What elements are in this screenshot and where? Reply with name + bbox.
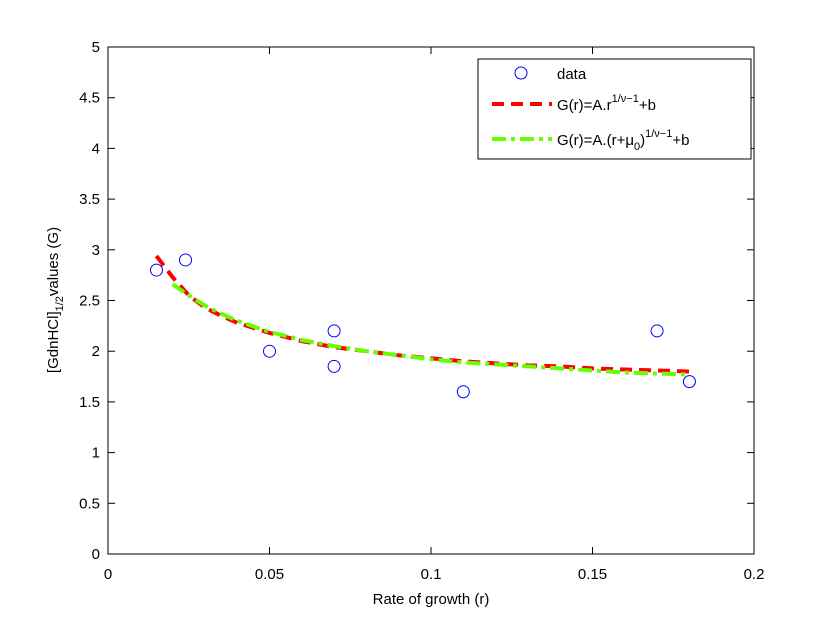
y-tick-label: 1: [92, 445, 100, 462]
legend-label-shifted-tail: +b: [672, 132, 689, 149]
x-tick-label: 0.1: [421, 566, 442, 583]
data-point: [650, 324, 664, 338]
legend-label-shifted-sup: 1/ν−1: [645, 128, 672, 140]
x-tick-label: 0.05: [255, 566, 284, 583]
y-tick-label: 4.5: [79, 90, 100, 107]
legend-box: [477, 58, 752, 160]
x-tick-label: 0.2: [744, 566, 765, 583]
data-point: [327, 324, 341, 338]
legend-label-shifted-mid: ): [640, 132, 645, 149]
data-point: [456, 385, 470, 399]
legend-label-shifted-sub: 0: [634, 141, 640, 153]
x-axis-title: Rate of growth (r): [373, 591, 490, 608]
series-line-1: [154, 254, 690, 374]
legend-label-power-sup: 1/ν−1: [612, 93, 639, 105]
legend-label-shifted: G(r)=A.(r+μ0)1/ν−1+b: [557, 128, 689, 153]
y-tick-label: 3.5: [79, 191, 100, 208]
data-point: [149, 263, 163, 277]
legend-label-power-tail: +b: [639, 97, 656, 114]
data-point: [327, 359, 341, 373]
y-axis-title: [GdnHCl]1/2values (G): [45, 227, 66, 373]
y-tick-label: 0.5: [79, 495, 100, 512]
data-point: [179, 253, 193, 267]
y-axis-title-rest: values (G): [45, 227, 62, 296]
y-tick-label: 4: [92, 140, 100, 157]
data-point: [682, 375, 696, 389]
legend: data G(r)=A.r1/ν−1+b G(r)=A.(r+μ0)1/ν−1+…: [477, 58, 752, 160]
series-line-2: [171, 282, 690, 377]
y-axis-title-sub: 1/2: [54, 296, 66, 311]
y-tick-label: 2: [92, 343, 100, 360]
x-tick-label: 0: [104, 566, 112, 583]
y-tick-label: 3: [92, 242, 100, 259]
y-tick-label: 0: [92, 546, 100, 563]
y-tick-label: 2.5: [79, 293, 100, 310]
legend-label-data: data: [557, 66, 587, 83]
y-tick-label: 1.5: [79, 394, 100, 411]
legend-label-shifted-main: G(r)=A.(r+μ: [557, 132, 634, 149]
legend-marker-data: [514, 66, 528, 80]
legend-label-power: G(r)=A.r1/ν−1+b: [557, 93, 656, 114]
y-axis-title-main: [GdnHCl]: [45, 311, 62, 373]
legend-label-power-main: G(r)=A.r: [557, 97, 612, 114]
data-point: [263, 344, 276, 358]
x-tick-label: 0.15: [578, 566, 607, 583]
y-tick-label: 5: [92, 39, 100, 56]
